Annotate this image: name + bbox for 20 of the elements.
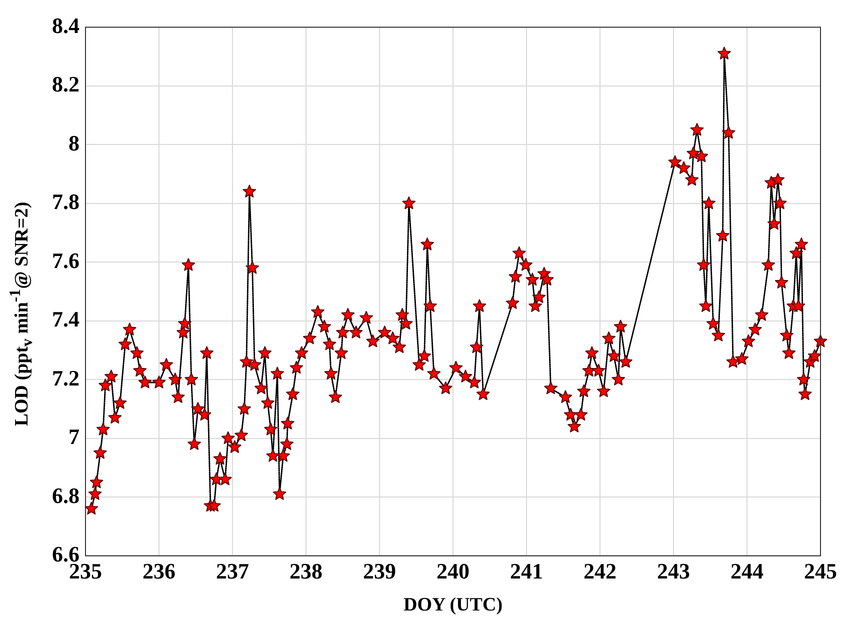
y-tick-label: 7.4 [52, 306, 80, 332]
y-tick-label: 8 [68, 130, 80, 156]
x-tick-label: 237 [216, 558, 249, 584]
y-tick-label: 7.6 [52, 248, 80, 273]
x-tick-label: 239 [363, 558, 396, 584]
x-axis-title: DOY (UTC) [403, 594, 503, 616]
y-tick-label: 8.2 [52, 72, 80, 97]
x-tick-label: 241 [510, 558, 543, 584]
y-tick-label: 8.4 [52, 12, 80, 38]
x-tick-label: 244 [730, 558, 764, 584]
x-tick-label: 236 [142, 558, 176, 584]
x-tick-label: 243 [657, 558, 690, 584]
x-tick-label: 245 [804, 558, 837, 584]
y-tick-label: 7 [68, 424, 80, 450]
x-tick-label: 238 [290, 558, 322, 584]
x-tick-label: 240 [436, 558, 470, 584]
y-tick-label: 7.2 [52, 365, 80, 390]
x-tick-label: 242 [584, 558, 616, 584]
y-tick-label: 6.8 [52, 482, 80, 508]
y-tick-label: 7.8 [52, 189, 80, 214]
